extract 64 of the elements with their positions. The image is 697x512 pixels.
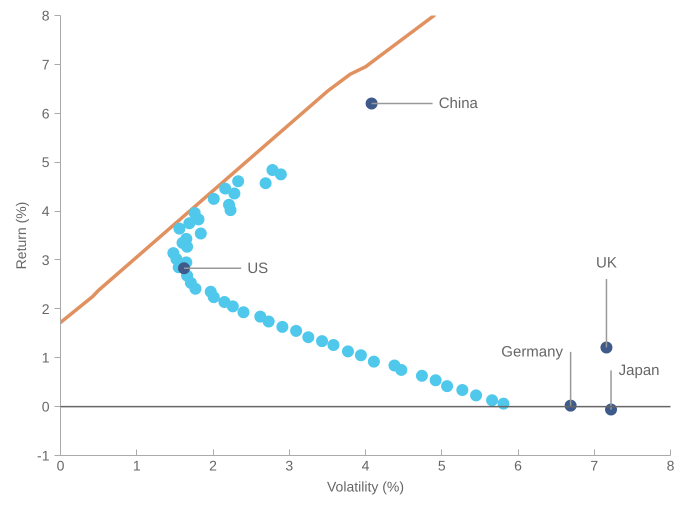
x-tick-label: 7: [590, 458, 598, 474]
point: [416, 370, 428, 382]
point: [266, 164, 278, 176]
annotation: Japan: [618, 362, 660, 379]
y-tick-label: -1: [37, 448, 50, 464]
annotation: US: [247, 260, 268, 277]
x-tick-label: 5: [438, 458, 446, 474]
x-tick-label: 1: [132, 458, 141, 474]
y-tick-label: 2: [42, 300, 50, 317]
point: [368, 356, 380, 368]
point: [276, 320, 288, 333]
point: [181, 240, 194, 253]
y-tick-label: 7: [42, 56, 50, 72]
y-tick-label: 0: [42, 398, 50, 415]
y-tick-label: 1: [42, 350, 50, 366]
point: [183, 217, 196, 230]
line-series: [60, 16, 436, 324]
point: [219, 182, 232, 195]
y-tick-label: 6: [42, 105, 50, 122]
point: [441, 380, 454, 392]
annotation: China: [438, 95, 479, 112]
annotation: UK: [596, 254, 617, 272]
point: [327, 339, 340, 351]
point: [226, 300, 239, 312]
point: [486, 394, 498, 406]
point: [254, 310, 266, 323]
x-tick-label: 8: [666, 458, 675, 474]
point: [208, 291, 220, 304]
point: [290, 324, 302, 337]
point: [456, 384, 468, 396]
point: [470, 389, 482, 402]
point: [354, 349, 367, 362]
x-tick-label: 6: [514, 458, 522, 474]
point: [600, 341, 612, 354]
x-tick-label: 2: [209, 458, 218, 474]
y-tick-label: 8: [42, 8, 50, 24]
point: [342, 345, 354, 358]
point: [302, 331, 314, 344]
point: [238, 306, 250, 318]
x-tick-label: 0: [56, 458, 65, 474]
point: [232, 175, 244, 188]
y-axis-title: Return (%): [13, 202, 30, 270]
point: [262, 316, 275, 328]
point: [366, 98, 378, 110]
point: [224, 204, 237, 216]
x-tick-label: 3: [285, 458, 294, 474]
point: [192, 213, 205, 226]
y-tick-label: 4: [42, 203, 50, 220]
y-tick-label: 3: [42, 252, 50, 268]
point: [395, 364, 408, 376]
point: [274, 168, 287, 180]
point: [430, 374, 442, 386]
point: [228, 187, 240, 200]
x-tick-label: 4: [362, 458, 370, 474]
point: [208, 192, 220, 205]
point: [173, 222, 186, 235]
point: [178, 262, 190, 274]
annotation: Germany: [501, 343, 564, 360]
y-tick-label: 5: [42, 154, 50, 170]
x-axis-title: Volatility (%): [326, 478, 404, 494]
point: [189, 282, 202, 295]
point: [194, 228, 207, 240]
point: [316, 335, 328, 348]
point: [260, 177, 272, 190]
